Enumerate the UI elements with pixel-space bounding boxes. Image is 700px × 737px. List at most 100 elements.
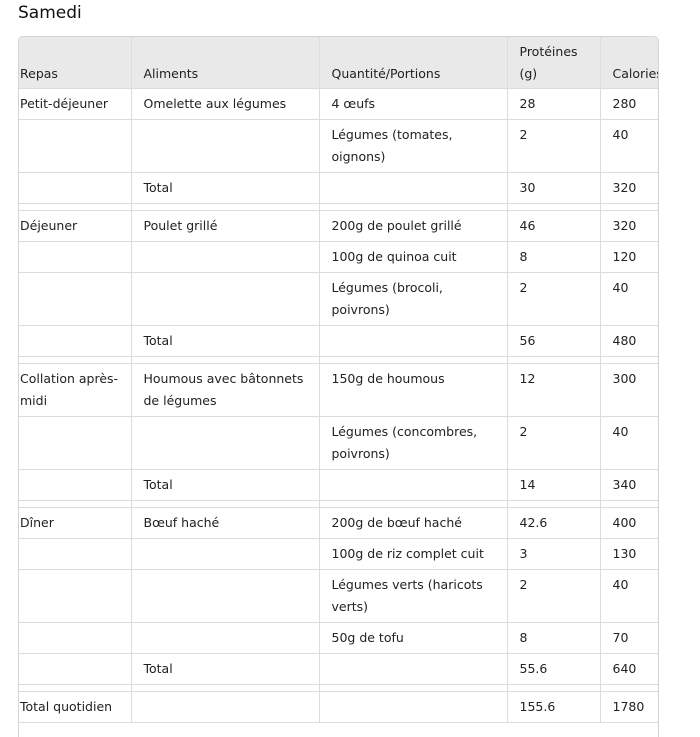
cell	[130, 569, 320, 623]
cell	[19, 653, 132, 685]
header-cell: Calories	[599, 37, 658, 89]
cell: 280	[599, 88, 658, 120]
cell	[130, 416, 320, 470]
title: Samedi	[18, 3, 82, 23]
spacer-cell	[130, 203, 320, 211]
spacer-cell	[130, 500, 320, 508]
spacer-row	[19, 684, 658, 692]
cell	[130, 241, 320, 273]
cell: Total	[130, 469, 320, 501]
cell: Légumes (brocoli, poivrons)	[318, 272, 508, 326]
cell: 40	[599, 569, 658, 623]
spacer-cell	[506, 684, 601, 692]
row: Déjeuner Poulet grillé 200g de poulet gril…	[19, 210, 658, 242]
spacer-row	[19, 356, 658, 364]
cell: Bœuf haché	[130, 507, 320, 539]
header-row: Repas Aliments Quantité/Portions Protéines …	[19, 37, 658, 89]
cell: 2	[506, 416, 601, 470]
cell: 40	[599, 119, 658, 173]
cell: 320	[599, 210, 658, 242]
cell	[19, 241, 132, 273]
row: Légumes (brocoli, poivrons) 2 40	[19, 272, 658, 326]
cell: 12	[506, 363, 601, 417]
cell: 28	[506, 88, 601, 120]
cell: 8	[506, 622, 601, 654]
cell	[19, 119, 132, 173]
cell: Légumes (concombres, poivrons)	[318, 416, 508, 470]
cell: 120	[599, 241, 658, 273]
cell: Légumes (tomates, oignons)	[318, 119, 508, 173]
cell: 50g de tofu	[318, 622, 508, 654]
cell: 640	[599, 653, 658, 685]
spacer-cell	[130, 356, 320, 364]
cell: 130	[599, 538, 658, 570]
cell: Poulet grillé	[130, 210, 320, 242]
cell: Total	[130, 172, 320, 204]
cell: 100g de quinoa cuit	[318, 241, 508, 273]
cell	[19, 622, 132, 654]
cell: 200g de poulet grillé	[318, 210, 508, 242]
cell	[130, 538, 320, 570]
cell: 40	[599, 272, 658, 326]
spacer-cell	[19, 500, 132, 508]
spacer-cell	[318, 203, 508, 211]
table-container: Repas Aliments Quantité/Portions Protéines …	[18, 36, 659, 737]
cell	[318, 691, 508, 723]
cell: 1780	[599, 691, 658, 723]
cell	[318, 172, 508, 204]
spacer-cell	[318, 500, 508, 508]
cell	[19, 272, 132, 326]
cell: 300	[599, 363, 658, 417]
total-row: Total 55.6 640	[19, 653, 658, 685]
cell: 56	[506, 325, 601, 357]
header-cell: Repas	[19, 37, 132, 89]
row: Dîner Bœuf haché 200g de bœuf haché 42.6 400	[19, 507, 658, 539]
cell: Déjeuner	[19, 210, 132, 242]
cell	[130, 272, 320, 326]
cell: Total quotidien	[19, 691, 132, 723]
table: Repas Aliments Quantité/Portions Protéines …	[19, 37, 658, 723]
row: Légumes (concombres, poivrons) 2 40	[19, 416, 658, 470]
cell	[130, 119, 320, 173]
row: 100g de riz complet cuit 3 130	[19, 538, 658, 570]
spacer-cell	[130, 684, 320, 692]
cell	[19, 172, 132, 204]
row: Collation après-midi Houmous avec bâtonne…	[19, 363, 658, 417]
cell	[318, 325, 508, 357]
row: Légumes (tomates, oignons) 2 40	[19, 119, 658, 173]
spacer-cell	[19, 203, 132, 211]
spacer-cell	[599, 356, 658, 364]
cell: 70	[599, 622, 658, 654]
cell: 46	[506, 210, 601, 242]
spacer-cell	[506, 356, 601, 364]
footer-row: Total quotidien 155.6 1780	[19, 691, 658, 723]
cell: Collation après-midi	[19, 363, 132, 417]
spacer-row	[19, 500, 658, 508]
cell	[19, 325, 132, 357]
cell: 4 œufs	[318, 88, 508, 120]
total-row: Total 30 320	[19, 172, 658, 204]
spacer-cell	[506, 203, 601, 211]
spacer-cell	[318, 684, 508, 692]
cell: 320	[599, 172, 658, 204]
cell: Total	[130, 325, 320, 357]
header-cell: Quantité/Portions	[318, 37, 508, 89]
row: 100g de quinoa cuit 8 120	[19, 241, 658, 273]
cell	[19, 469, 132, 501]
cell	[130, 622, 320, 654]
cell: 2	[506, 119, 601, 173]
page: Samedi Repas Aliments Quantité/Portions Pro…	[18, 3, 659, 737]
cell: Dîner	[19, 507, 132, 539]
cell: 2	[506, 272, 601, 326]
cell: Légumes verts (haricots verts)	[318, 569, 508, 623]
spacer-cell	[599, 684, 658, 692]
cell: 340	[599, 469, 658, 501]
cell: Houmous avec bâtonnets de légumes	[130, 363, 320, 417]
total-row: Total 56 480	[19, 325, 658, 357]
cell: 30	[506, 172, 601, 204]
cell: 42.6	[506, 507, 601, 539]
cell: Total	[130, 653, 320, 685]
spacer-row	[19, 203, 658, 211]
cell: 200g de bœuf haché	[318, 507, 508, 539]
spacer-cell	[599, 203, 658, 211]
